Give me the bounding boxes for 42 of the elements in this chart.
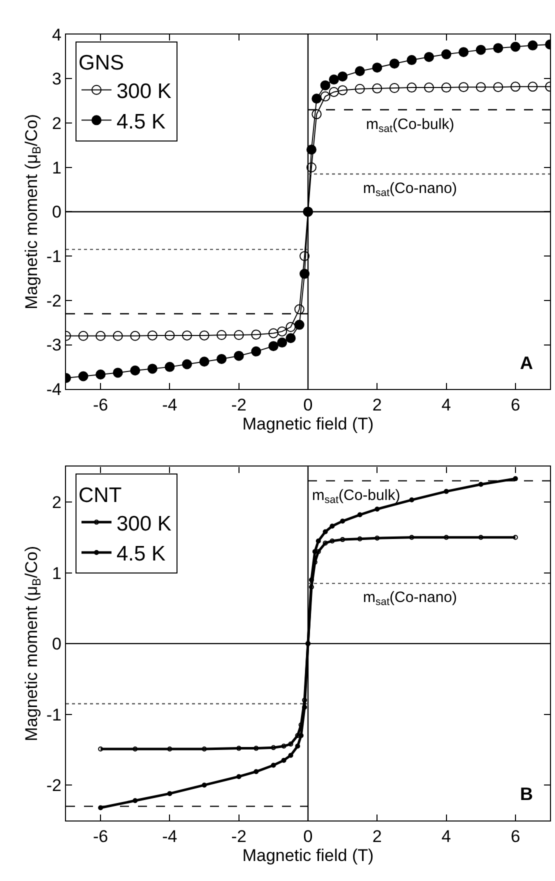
y-tick-label: -2 xyxy=(46,291,62,310)
x-tick-label: -6 xyxy=(93,826,108,846)
x-tick-label: 4 xyxy=(442,826,452,846)
x-tick-label: 0 xyxy=(303,396,313,415)
x-tick-label: 2 xyxy=(372,826,382,846)
x-tick-label: -2 xyxy=(231,396,246,415)
x-tick-label: -4 xyxy=(162,396,178,415)
ref-line-label: m$_{sat}$(Co-nano) xyxy=(363,589,458,608)
ref-line-label: m$_{sat}$(Co-bulk) xyxy=(366,116,454,136)
legend-title: CNT xyxy=(78,484,122,508)
annotation: A xyxy=(520,353,533,373)
legend-label: 4.5 K xyxy=(116,542,166,566)
y-tick-label: 0 xyxy=(52,202,62,222)
y-tick-label: 3 xyxy=(52,70,62,89)
annotation: B xyxy=(520,784,533,804)
x-axis-title: Magnetic field (T) xyxy=(242,846,374,865)
y-tick-label: 1 xyxy=(52,564,62,583)
y-tick-label: -4 xyxy=(46,380,62,400)
y-tick-label: 0 xyxy=(52,634,62,654)
ref-line-label: m$_{sat}$(Co-bulk) xyxy=(312,487,400,506)
y-tick-label: -2 xyxy=(46,776,62,796)
x-tick-label: -2 xyxy=(231,826,246,846)
x-tick-label: 2 xyxy=(372,396,382,415)
legend-label: 300 K xyxy=(116,512,172,536)
y-tick-label: -1 xyxy=(46,247,62,266)
legend-label: 4.5 K xyxy=(116,110,166,134)
y-tick-label: 1 xyxy=(52,158,62,178)
y-tick-label: 2 xyxy=(52,492,62,512)
y-tick-label: 4 xyxy=(52,25,62,44)
y-tick-label: 2 xyxy=(52,114,62,133)
y-tick-label: -1 xyxy=(46,705,62,724)
ref-line-label: m$_{sat}$(Co-nano) xyxy=(363,180,458,200)
x-tick-label: -6 xyxy=(93,396,108,415)
y-tick-label: -3 xyxy=(46,336,62,355)
legend-title: GNS xyxy=(78,52,124,75)
x-tick-label: 4 xyxy=(442,396,452,415)
legend-label: 300 K xyxy=(116,80,172,104)
x-axis-title: Magnetic field (T) xyxy=(242,414,374,434)
x-tick-label: 6 xyxy=(510,396,520,415)
x-tick-label: -4 xyxy=(162,826,178,846)
x-tick-label: 6 xyxy=(510,826,520,846)
x-tick-label: 0 xyxy=(303,826,313,846)
